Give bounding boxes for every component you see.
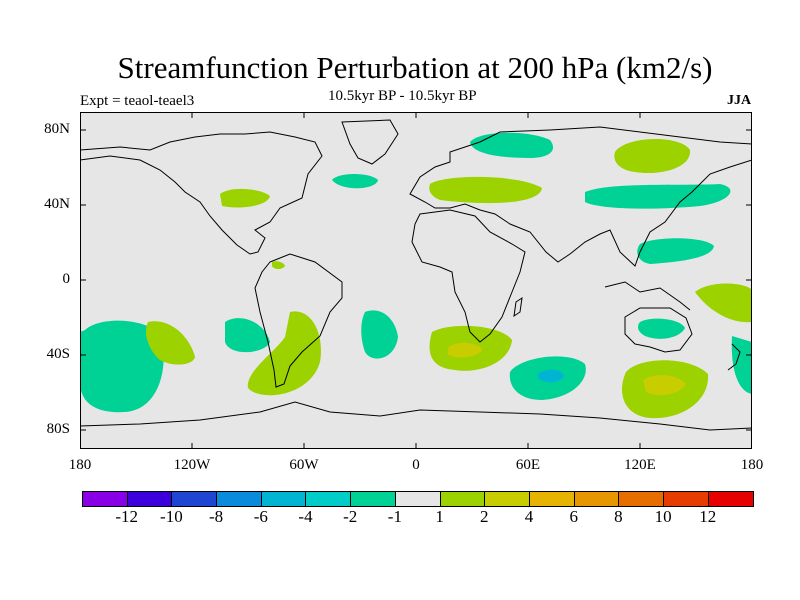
colorbar-swatch [351, 492, 396, 506]
patch-positive [429, 176, 542, 204]
colorbar-label: 1 [435, 507, 444, 526]
lon-label: 120E [624, 457, 656, 473]
patch-negative [225, 318, 270, 353]
coast-australia [624, 307, 693, 353]
colorbar-label: 2 [480, 507, 489, 526]
patch-negative [731, 336, 752, 394]
patch-positive [614, 138, 691, 174]
colorbar-swatch [172, 492, 218, 506]
lon-label: 180 [68, 457, 92, 473]
colorbar [82, 491, 755, 507]
patch-negative [361, 310, 398, 359]
colorbar-swatch [485, 492, 530, 506]
lon-label: 180 [740, 457, 764, 473]
patch-negative [470, 132, 554, 158]
patch-negative-strong [538, 369, 564, 383]
colorbar-swatch [663, 492, 709, 506]
colorbar-swatch [306, 492, 352, 506]
map-frame [80, 112, 752, 449]
colorbar-swatch [619, 492, 664, 506]
lat-label: 0 [62, 271, 71, 287]
colorbar-swatch [83, 492, 128, 506]
coast-maritime-asia [604, 281, 691, 311]
colorbar-label: 10 [654, 507, 672, 526]
colorbar-label: -8 [209, 507, 224, 526]
colorbar-swatch [127, 492, 173, 506]
colorbar-label: -6 [253, 507, 268, 526]
lon-label: 60E [515, 457, 541, 473]
colorbar-label: -10 [160, 507, 183, 526]
season-label: JJA [727, 93, 752, 108]
colorbar-swatch [217, 492, 262, 506]
coast-south-america [254, 253, 343, 388]
coastlines [80, 119, 752, 431]
patch-negative [637, 238, 714, 264]
colorbar-label: -2 [343, 507, 358, 526]
patch-negative [637, 318, 685, 339]
coast-africa [411, 209, 526, 343]
experiment-label: Expt = teaol-teael3 [80, 93, 195, 109]
colorbar-label: 6 [569, 507, 578, 526]
colorbar-swatch [395, 492, 441, 506]
patch-positive-strong [643, 375, 686, 396]
colorbar-swatch [529, 492, 575, 506]
patch-positive [220, 188, 270, 208]
colorbar-label: 8 [614, 507, 623, 526]
anomaly-patches [80, 132, 752, 419]
lat-label: 40N [44, 196, 70, 212]
colorbar-swatch [261, 492, 307, 506]
patch-positive [145, 321, 195, 365]
patch-positive [695, 283, 752, 323]
world-map [80, 112, 752, 449]
colorbar-label: 4 [524, 507, 534, 526]
coast-new-zealand [727, 343, 741, 371]
colorbar-label: -12 [115, 507, 139, 526]
coast-greenland [341, 119, 399, 165]
coast-madagascar [513, 296, 523, 318]
lat-label: 80N [44, 121, 70, 137]
colorbar-label: -4 [298, 507, 313, 526]
lon-label: 0 [412, 457, 420, 473]
patch-positive-strong [448, 342, 482, 358]
patch-positive [272, 261, 285, 269]
lat-label: 40S [46, 346, 70, 362]
patch-negative [332, 174, 378, 189]
lat-label: 80S [46, 421, 70, 437]
lon-label: 60W [289, 457, 319, 473]
plot-title: Streamfunction Perturbation at 200 hPa (… [117, 50, 713, 85]
patch-positive [247, 311, 321, 396]
coast-europe-asia [409, 126, 752, 267]
colorbar-swatch [574, 492, 620, 506]
coast-north-america [80, 131, 323, 255]
colorbar-label: 12 [699, 507, 717, 526]
plot-subtitle: 10.5kyr BP - 10.5kyr BP [328, 88, 477, 104]
lon-label: 120W [173, 457, 211, 473]
patch-negative [80, 320, 164, 413]
coast-antarctica [80, 401, 752, 431]
colorbar-swatch [440, 492, 486, 506]
colorbar-swatch [708, 492, 754, 506]
colorbar-label: -1 [387, 507, 402, 526]
